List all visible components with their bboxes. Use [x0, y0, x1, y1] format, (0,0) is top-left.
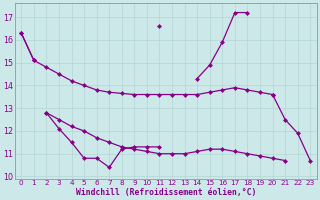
X-axis label: Windchill (Refroidissement éolien,°C): Windchill (Refroidissement éolien,°C) [76, 188, 256, 197]
